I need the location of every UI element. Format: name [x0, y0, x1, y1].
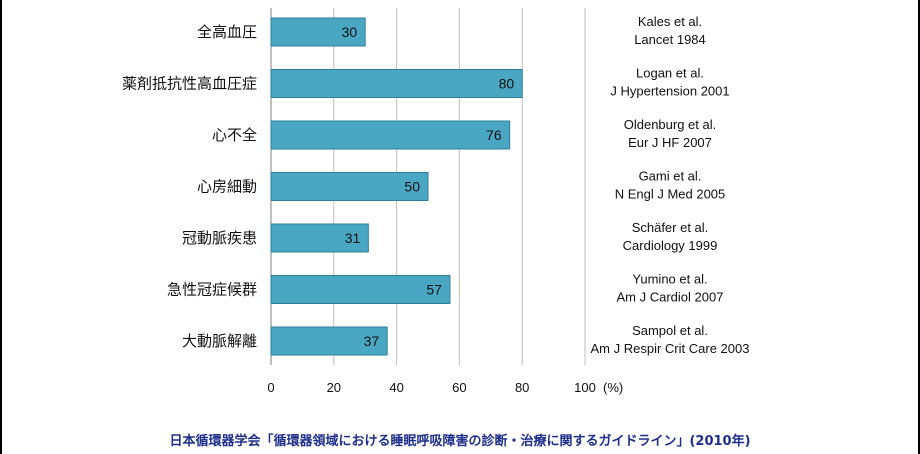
x-unit-label: (%)	[603, 380, 623, 395]
x-tick-label: 100	[574, 380, 596, 395]
bar	[270, 120, 511, 150]
data-label: 37	[364, 333, 380, 349]
bar	[270, 275, 451, 304]
left-border	[0, 0, 2, 454]
category-label: 全高血圧	[197, 23, 257, 41]
bar	[270, 172, 429, 201]
data-label: 57	[426, 282, 442, 298]
bar	[270, 17, 366, 47]
x-tick-label: 80	[515, 380, 529, 395]
reference-author: Kales et al.	[638, 14, 702, 29]
reference-author: Gami et al.	[639, 169, 702, 184]
data-label: 30	[342, 24, 358, 40]
data-label: 31	[345, 230, 361, 246]
reference-author: Oldenburg et al.	[624, 117, 717, 132]
reference-journal: Lancet 1984	[634, 32, 706, 47]
reference-journal: Am J Cardiol 2007	[617, 290, 724, 305]
data-label: 50	[404, 179, 420, 195]
reference-journal: J Hypertension 2001	[610, 84, 729, 99]
data-label: 80	[499, 76, 515, 92]
source-caption: 日本循環器学会「循環器領域における睡眠呼吸障害の診断・治療に関するガイドライン」…	[169, 434, 751, 449]
x-tick-label: 60	[452, 380, 466, 395]
reference-journal: Eur J HF 2007	[628, 135, 712, 150]
category-label: 急性冠症候群	[167, 281, 257, 299]
reference-journal: Cardiology 1999	[623, 238, 718, 253]
category-label: 心房細動	[197, 178, 257, 196]
category-label: 心不全	[212, 126, 257, 144]
reference-author: Schäfer et al.	[632, 220, 709, 235]
bar	[270, 326, 388, 356]
reference-author: Yumino et al.	[632, 272, 707, 287]
reference-journal: Am J Respir Crit Care 2003	[591, 341, 750, 356]
bar	[270, 223, 369, 253]
category-label: 薬剤抵抗性高血圧症	[122, 75, 257, 93]
reference-journal: N Engl J Med 2005	[615, 187, 726, 202]
x-tick-label: 0	[267, 380, 274, 395]
bar	[270, 69, 523, 98]
x-tick-label: 20	[327, 380, 341, 395]
data-label: 76	[486, 127, 502, 143]
right-border	[918, 0, 920, 454]
category-label: 冠動脈疾患	[182, 229, 257, 247]
category-label: 大動脈解離	[182, 332, 257, 350]
reference-author: Logan et al.	[636, 66, 704, 81]
bar-chart: 全高血圧 30 Kales et al. Lancet 1984 薬剤抵抗性高血圧症 80…	[122, 8, 750, 395]
reference-author: Sampol et al.	[632, 323, 708, 338]
x-tick-label: 40	[389, 380, 403, 395]
